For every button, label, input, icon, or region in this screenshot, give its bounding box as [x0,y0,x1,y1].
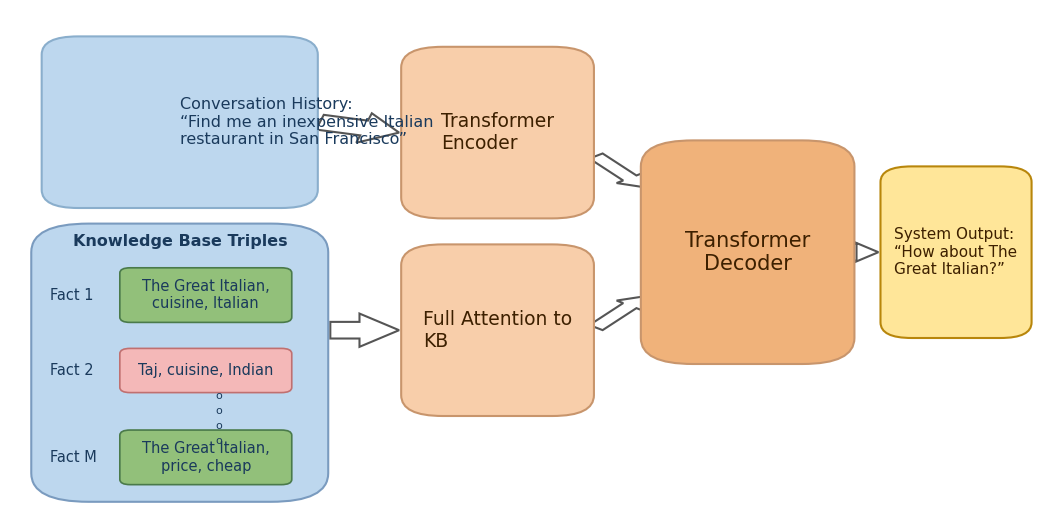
FancyBboxPatch shape [641,140,854,364]
Text: The Great Italian,
cuisine, Italian: The Great Italian, cuisine, Italian [142,279,270,311]
Polygon shape [839,236,878,269]
Text: Taj, cuisine, Indian: Taj, cuisine, Indian [139,363,273,378]
Text: Fact M: Fact M [50,450,97,465]
Polygon shape [316,113,399,142]
FancyBboxPatch shape [401,47,594,218]
Text: o
o
o
o: o o o o [216,392,222,446]
Text: Fact 1: Fact 1 [50,288,94,303]
FancyBboxPatch shape [401,244,594,416]
Text: Full Attention to
KB: Full Attention to KB [423,310,572,350]
Text: Transformer
Encoder: Transformer Encoder [441,112,554,153]
Polygon shape [330,314,399,347]
FancyBboxPatch shape [31,224,328,502]
Text: Knowledge Base Triples: Knowledge Base Triples [73,234,288,249]
FancyBboxPatch shape [120,348,292,393]
FancyBboxPatch shape [120,430,292,485]
Text: Conversation History:
“Find me an inexpensive Italian
restaurant in San Francisc: Conversation History: “Find me an inexpe… [180,97,433,147]
FancyBboxPatch shape [42,36,318,208]
Polygon shape [590,153,644,187]
Text: System Output:
“How about The
Great Italian?”: System Output: “How about The Great Ital… [894,227,1018,277]
Polygon shape [590,296,644,330]
FancyBboxPatch shape [120,268,292,322]
Text: The Great Italian,
price, cheap: The Great Italian, price, cheap [142,441,270,474]
Text: Fact 2: Fact 2 [50,363,94,378]
Text: Transformer
Decoder: Transformer Decoder [685,230,811,274]
FancyBboxPatch shape [880,166,1032,338]
